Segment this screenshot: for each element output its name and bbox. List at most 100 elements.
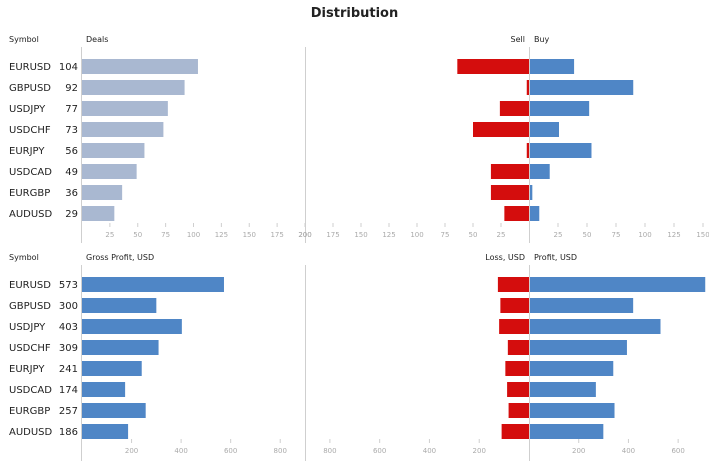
left-value-label: 174	[59, 385, 78, 396]
sell-tick-label: 75	[441, 231, 450, 239]
symbol-label: USDCHF	[9, 343, 51, 354]
buy-tick-label: 150	[696, 231, 709, 239]
left-value-label: 241	[59, 364, 78, 375]
sell-bar	[526, 80, 529, 95]
left-bar	[82, 143, 145, 158]
left-bar	[82, 80, 185, 95]
buy-bar	[530, 319, 661, 334]
left-bar	[82, 164, 137, 179]
sell-bar	[505, 361, 529, 376]
left-tick-label: 175	[270, 231, 283, 239]
buy-tick-label: 100	[638, 231, 651, 239]
left-tick-label: 400	[174, 447, 187, 455]
left-bar	[82, 122, 164, 137]
symbol-label: EURUSD	[9, 280, 51, 291]
left-header: Deals	[86, 35, 108, 44]
sell-tick-label: 600	[373, 447, 386, 455]
sell-tick-label: 400	[423, 447, 436, 455]
symbol-label: GBPUSD	[9, 301, 51, 312]
symbol-label: EURJPY	[9, 146, 45, 157]
left-value-label: 92	[65, 83, 78, 94]
symbol-label: EURGBP	[9, 188, 50, 199]
buy-bar	[530, 59, 575, 74]
buy-bar	[530, 382, 596, 397]
sell-header: Sell	[511, 35, 525, 44]
buy-tick-label: 200	[572, 447, 585, 455]
sell-tick-label: 25	[497, 231, 506, 239]
left-value-label: 300	[59, 301, 78, 312]
symbol-label: USDCAD	[9, 385, 52, 396]
symbol-label: USDCAD	[9, 167, 52, 178]
left-header: Gross Profit, USD	[86, 253, 154, 262]
symbol-label: AUDUSD	[9, 209, 53, 220]
sell-tick-label: 200	[473, 447, 486, 455]
left-bar	[82, 361, 142, 376]
left-bar	[82, 340, 159, 355]
left-tick-label: 75	[161, 231, 170, 239]
sell-bar	[507, 340, 529, 355]
left-bar	[82, 101, 168, 116]
buy-tick-label: 75	[612, 231, 621, 239]
buy-tick-label: 600	[671, 447, 684, 455]
left-value-label: 29	[65, 209, 78, 220]
buy-bar	[530, 164, 550, 179]
left-tick-label: 100	[187, 231, 200, 239]
buy-tick-label: 50	[583, 231, 592, 239]
chart-title: Distribution	[310, 6, 399, 21]
buy-tick-label: 25	[554, 231, 563, 239]
buy-bar	[530, 206, 540, 221]
buy-bar	[530, 185, 533, 200]
buy-bar	[530, 122, 559, 137]
left-bar	[82, 403, 146, 418]
left-value-label: 309	[59, 343, 78, 354]
left-value-label: 104	[59, 62, 78, 73]
buy-bar	[530, 403, 615, 418]
left-tick-label: 125	[215, 231, 228, 239]
sell-tick-label: 50	[469, 231, 478, 239]
symbol-label: USDCHF	[9, 125, 51, 136]
buy-bar	[530, 80, 634, 95]
left-value-label: 186	[59, 427, 78, 438]
sell-tick-label: 200	[298, 231, 311, 239]
sell-bar	[508, 403, 529, 418]
left-value-label: 73	[65, 125, 78, 136]
left-tick-label: 800	[274, 447, 287, 455]
symbol-label: USDJPY	[9, 104, 46, 115]
left-bar	[82, 185, 123, 200]
left-value-label: 257	[59, 406, 78, 417]
left-bar	[82, 319, 182, 334]
left-bar	[82, 206, 115, 221]
buy-bar	[530, 361, 614, 376]
symbol-label: AUDUSD	[9, 427, 53, 438]
left-value-label: 77	[65, 104, 78, 115]
left-value-label: 403	[59, 322, 78, 333]
sell-tick-label: 100	[410, 231, 423, 239]
sell-bar	[490, 164, 529, 179]
sell-tick-label: 175	[326, 231, 339, 239]
sell-bar	[457, 59, 529, 74]
buy-bar	[530, 340, 627, 355]
buy-bar	[530, 277, 706, 292]
sell-tick-label: 125	[382, 231, 395, 239]
sell-bar	[473, 122, 529, 137]
left-value-label: 573	[59, 280, 78, 291]
symbol-header: Symbol	[9, 35, 39, 44]
symbol-label: EURJPY	[9, 364, 45, 375]
left-bar	[82, 298, 157, 313]
buy-bar	[530, 424, 604, 439]
symbol-header: Symbol	[9, 253, 39, 262]
left-tick-label: 150	[243, 231, 256, 239]
sell-bar	[526, 143, 529, 158]
sell-bar	[497, 277, 529, 292]
symbol-label: GBPUSD	[9, 83, 51, 94]
sell-bar	[499, 319, 529, 334]
buy-bar	[530, 298, 634, 313]
sell-header: Loss, USD	[485, 253, 525, 262]
left-value-label: 56	[65, 146, 78, 157]
left-tick-label: 600	[224, 447, 237, 455]
left-value-label: 49	[65, 167, 78, 178]
symbol-label: EURUSD	[9, 62, 51, 73]
buy-header: Buy	[534, 35, 550, 44]
left-tick-label: 200	[125, 447, 138, 455]
